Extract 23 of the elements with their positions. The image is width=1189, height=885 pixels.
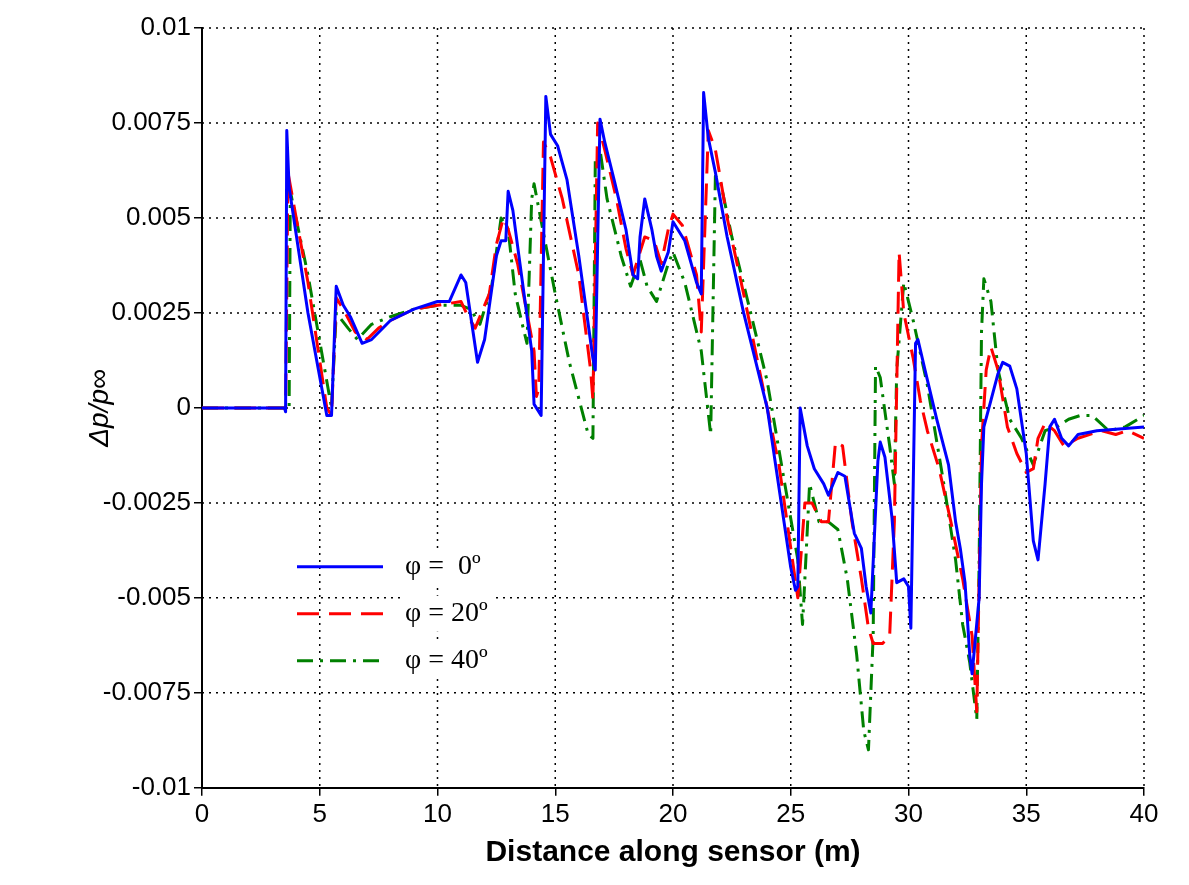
y-tick-label: 0 xyxy=(176,391,191,422)
x-tick-label: 5 xyxy=(312,797,327,828)
y-tick-label: 0.01 xyxy=(140,11,191,42)
x-tick-label: 0 xyxy=(194,797,210,828)
x-tick-label: 10 xyxy=(423,797,452,828)
y-tick-label: 0.005 xyxy=(125,201,191,232)
legend-label: φ = 40º xyxy=(405,643,488,675)
y-tick-label: -0.0025 xyxy=(102,486,191,517)
x-tick-label: 15 xyxy=(540,797,570,828)
y-tick-label: 0.0075 xyxy=(111,106,191,137)
x-axis-title: Distance along sensor (m) xyxy=(485,834,861,868)
x-tick-label: 40 xyxy=(1129,797,1159,828)
legend-label: φ = 20º xyxy=(405,596,488,628)
x-tick-label: 25 xyxy=(776,797,806,828)
y-tick-label: -0.005 xyxy=(117,581,191,612)
x-tick-label: 30 xyxy=(894,797,923,828)
x-tick-label: 20 xyxy=(658,797,688,828)
y-axis-title: Δp/p∞ xyxy=(82,369,114,448)
x-tick-label: 35 xyxy=(1011,797,1041,828)
y-tick-label: -0.01 xyxy=(131,770,191,801)
y-tick-label: 0.0025 xyxy=(111,296,191,327)
y-tick-label: -0.0075 xyxy=(102,676,191,706)
legend-label: φ = 0º xyxy=(405,549,481,581)
